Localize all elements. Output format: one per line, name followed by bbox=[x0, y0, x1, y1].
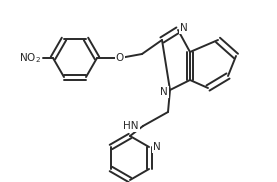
Text: O: O bbox=[116, 53, 124, 63]
Text: N: N bbox=[153, 142, 161, 152]
Text: HN: HN bbox=[124, 121, 139, 131]
Text: NO$_2$: NO$_2$ bbox=[19, 51, 41, 65]
Text: N: N bbox=[180, 23, 188, 33]
Text: N: N bbox=[160, 87, 168, 97]
